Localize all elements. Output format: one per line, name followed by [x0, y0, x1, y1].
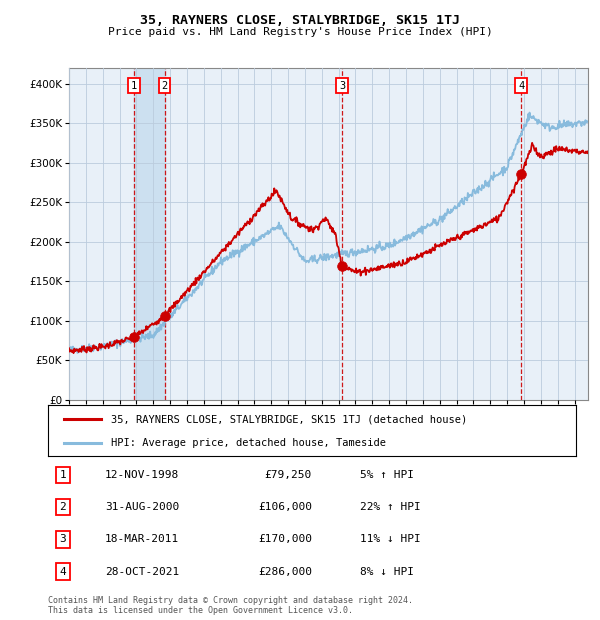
Text: 3: 3 [339, 81, 345, 91]
Text: 35, RAYNERS CLOSE, STALYBRIDGE, SK15 1TJ (detached house): 35, RAYNERS CLOSE, STALYBRIDGE, SK15 1TJ… [112, 414, 467, 424]
Text: 3: 3 [59, 534, 67, 544]
Text: 12-NOV-1998: 12-NOV-1998 [105, 470, 179, 480]
Text: 5% ↑ HPI: 5% ↑ HPI [360, 470, 414, 480]
Text: HPI: Average price, detached house, Tameside: HPI: Average price, detached house, Tame… [112, 438, 386, 448]
Text: 35, RAYNERS CLOSE, STALYBRIDGE, SK15 1TJ: 35, RAYNERS CLOSE, STALYBRIDGE, SK15 1TJ [140, 14, 460, 27]
Text: 1: 1 [131, 81, 137, 91]
Text: 4: 4 [59, 567, 67, 577]
Text: 11% ↓ HPI: 11% ↓ HPI [360, 534, 421, 544]
Text: Price paid vs. HM Land Registry's House Price Index (HPI): Price paid vs. HM Land Registry's House … [107, 27, 493, 37]
Text: £106,000: £106,000 [258, 502, 312, 512]
Text: 2: 2 [59, 502, 67, 512]
Text: £79,250: £79,250 [265, 470, 312, 480]
Text: £170,000: £170,000 [258, 534, 312, 544]
Bar [134, 68, 164, 400]
Text: 31-AUG-2000: 31-AUG-2000 [105, 502, 179, 512]
Text: 28-OCT-2021: 28-OCT-2021 [105, 567, 179, 577]
Text: 18-MAR-2011: 18-MAR-2011 [105, 534, 179, 544]
Text: 2: 2 [161, 81, 167, 91]
Text: 1: 1 [59, 470, 67, 480]
Text: Contains HM Land Registry data © Crown copyright and database right 2024.
This d: Contains HM Land Registry data © Crown c… [48, 596, 413, 615]
Text: 22% ↑ HPI: 22% ↑ HPI [360, 502, 421, 512]
Text: £286,000: £286,000 [258, 567, 312, 577]
Text: 8% ↓ HPI: 8% ↓ HPI [360, 567, 414, 577]
Text: 4: 4 [518, 81, 524, 91]
